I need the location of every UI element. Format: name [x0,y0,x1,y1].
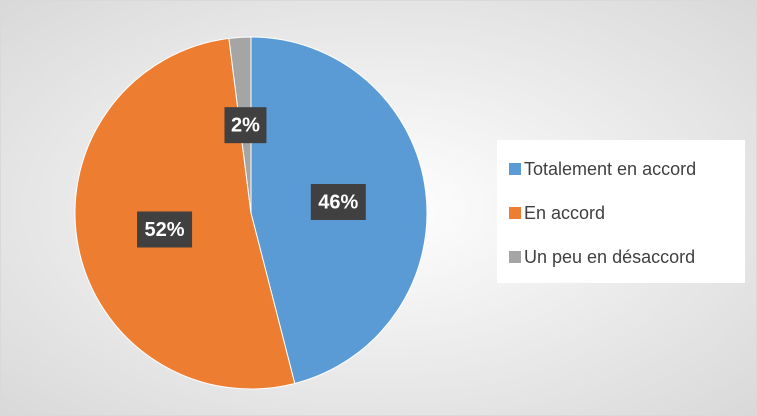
data-label: 2% [231,114,260,136]
data-label-box [224,107,267,144]
legend-label: Un peu en désaccord [524,247,695,267]
legend-swatch [509,163,521,175]
data-label-box [137,211,193,248]
legend-swatch [509,251,521,263]
legend-label: En accord [524,203,605,223]
legend-box [497,140,745,283]
data-label: 46% [318,191,358,213]
data-label-box [310,183,366,220]
legend-label: Totalement en accord [524,159,696,179]
legend-swatch [509,207,521,219]
data-label: 52% [145,219,185,241]
